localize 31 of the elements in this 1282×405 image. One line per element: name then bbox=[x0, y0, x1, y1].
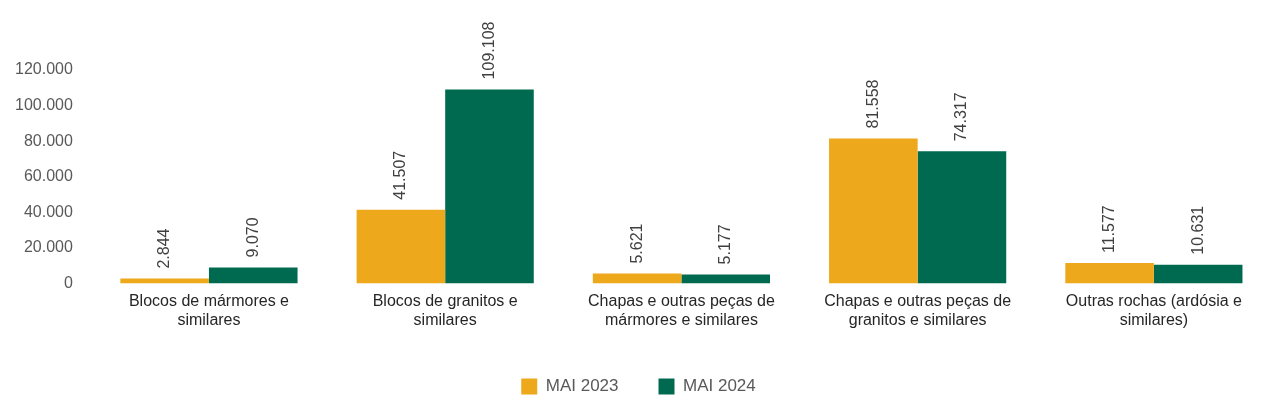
legend-label: MAI 2024 bbox=[683, 376, 756, 396]
legend-label: MAI 2023 bbox=[545, 376, 619, 396]
bar bbox=[208, 267, 298, 284]
data-label: 9.070 bbox=[243, 217, 261, 258]
data-label: 81.558 bbox=[863, 79, 881, 129]
bar bbox=[1153, 264, 1243, 284]
y-tick-label: 120.000 bbox=[14, 60, 73, 78]
x-tick-label: Blocos de granitos e similares bbox=[372, 291, 518, 328]
data-label: 5.621 bbox=[627, 223, 645, 264]
x-tick-label: Chapas e outras peças de granitos e similares bbox=[824, 291, 1012, 328]
y-tick-label: 0 bbox=[63, 274, 73, 292]
data-label: 11.577 bbox=[1100, 205, 1117, 253]
x-tick-label: Chapas e outras peças de mármores e similares bbox=[588, 291, 775, 328]
bar bbox=[917, 151, 1007, 284]
bar bbox=[356, 209, 446, 284]
y-tick-label: 60.000 bbox=[23, 167, 73, 185]
data-label: 74.317 bbox=[952, 92, 970, 142]
y-tick-label: 40.000 bbox=[23, 202, 73, 220]
bar bbox=[829, 138, 918, 284]
bar bbox=[445, 89, 534, 284]
data-label: 5.177 bbox=[716, 224, 734, 265]
data-label: 41.507 bbox=[391, 150, 409, 200]
y-tick-label: 20.000 bbox=[23, 238, 73, 256]
y-tick-label: 100.000 bbox=[14, 96, 73, 114]
x-tick-label: Blocos de mármores e similares bbox=[128, 291, 290, 328]
data-label: 10.631 bbox=[1188, 205, 1206, 255]
data-label: 2.844 bbox=[155, 228, 173, 269]
data-label: 109.108 bbox=[479, 21, 497, 80]
x-tick-label: Outras rochas (ardósia e similares) bbox=[1065, 291, 1243, 328]
bar bbox=[1065, 262, 1154, 284]
y-tick-label: 80.000 bbox=[23, 131, 73, 149]
